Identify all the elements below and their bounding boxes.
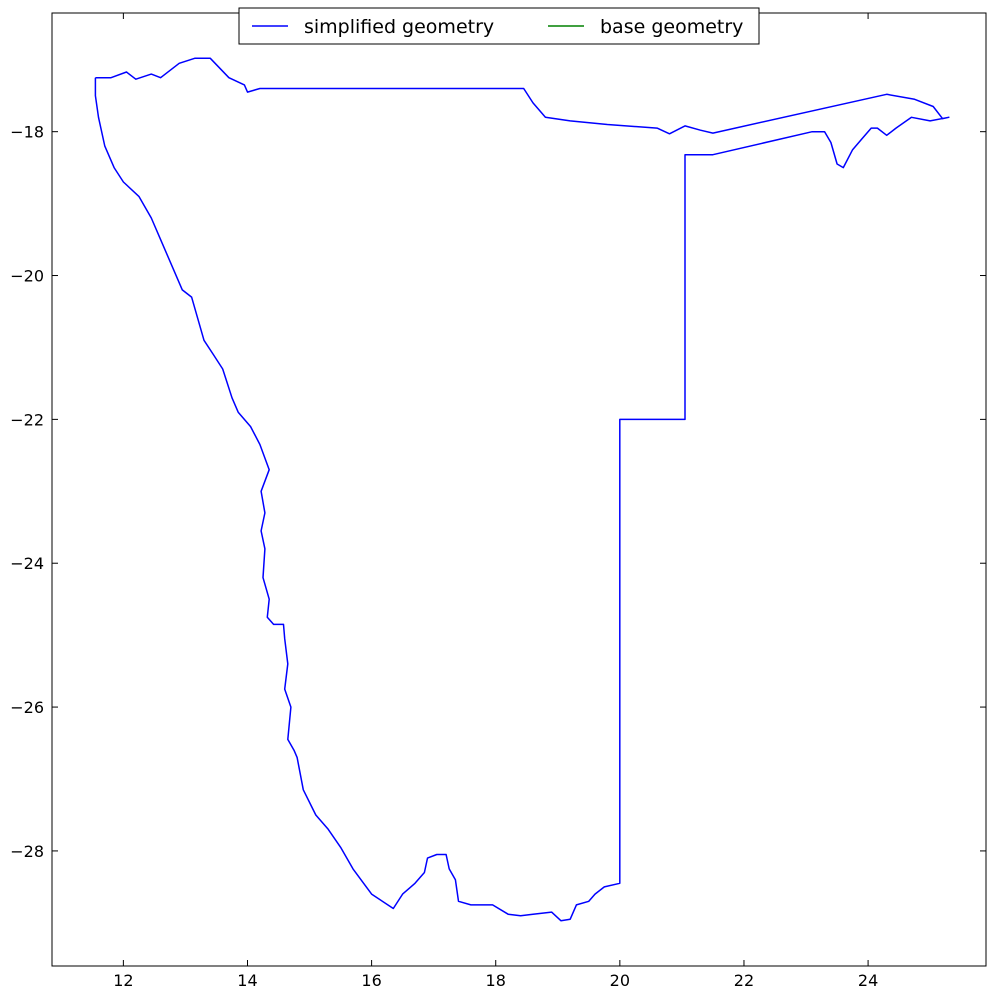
- x-tick-label: 12: [113, 971, 133, 990]
- x-tick-label: 24: [858, 971, 878, 990]
- y-tick-label: −24: [10, 554, 44, 573]
- legend-box: [238, 7, 760, 45]
- x-tick-label: 20: [610, 971, 630, 990]
- plot-background: [52, 13, 986, 966]
- y-tick-label: −20: [10, 267, 44, 286]
- x-tick-label: 18: [486, 971, 506, 990]
- legend-label-0: simplified geometry: [304, 16, 494, 38]
- series-line-0: [94, 57, 950, 922]
- x-tick-label: 14: [237, 971, 257, 990]
- x-axis: 12 14 16 18 20 22 24: [113, 13, 878, 990]
- legend: simplified geometry base geometry: [238, 7, 760, 45]
- x-tick-label: 16: [361, 971, 381, 990]
- series-layer: [94, 57, 950, 922]
- y-tick-label: −26: [10, 698, 44, 717]
- x-tick-label: 22: [734, 971, 754, 990]
- legend-label-1: base geometry: [600, 16, 743, 38]
- y-tick-label: −28: [10, 842, 44, 861]
- y-tick-label: −18: [10, 123, 44, 142]
- y-tick-label: −22: [10, 410, 44, 429]
- y-axis: −18 −20 −22 −24 −26 −28: [10, 123, 986, 861]
